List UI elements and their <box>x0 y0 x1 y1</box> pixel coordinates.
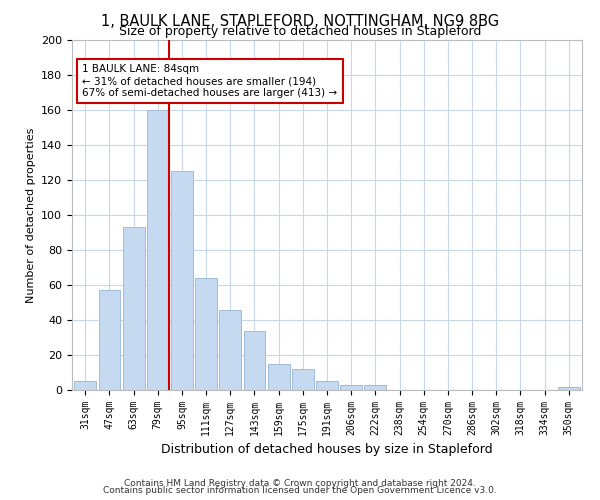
Text: 1, BAULK LANE, STAPLEFORD, NOTTINGHAM, NG9 8BG: 1, BAULK LANE, STAPLEFORD, NOTTINGHAM, N… <box>101 14 499 29</box>
Bar <box>364 385 386 390</box>
X-axis label: Distribution of detached houses by size in Stapleford: Distribution of detached houses by size … <box>161 444 493 456</box>
Text: 1 BAULK LANE: 84sqm
← 31% of detached houses are smaller (194)
67% of semi-detac: 1 BAULK LANE: 84sqm ← 31% of detached ho… <box>82 64 337 98</box>
Bar <box>98 290 121 390</box>
Text: Contains HM Land Registry data © Crown copyright and database right 2024.: Contains HM Land Registry data © Crown c… <box>124 478 476 488</box>
Bar <box>292 369 314 390</box>
Bar <box>316 381 338 390</box>
Bar <box>558 386 580 390</box>
Bar <box>340 385 362 390</box>
Bar <box>195 278 217 390</box>
Text: Contains public sector information licensed under the Open Government Licence v3: Contains public sector information licen… <box>103 486 497 495</box>
Bar <box>171 171 193 390</box>
Bar <box>74 381 96 390</box>
Bar <box>220 310 241 390</box>
Text: Size of property relative to detached houses in Stapleford: Size of property relative to detached ho… <box>119 25 481 38</box>
Y-axis label: Number of detached properties: Number of detached properties <box>26 128 35 302</box>
Bar <box>123 227 145 390</box>
Bar <box>147 110 169 390</box>
Bar <box>244 330 265 390</box>
Bar <box>268 364 290 390</box>
